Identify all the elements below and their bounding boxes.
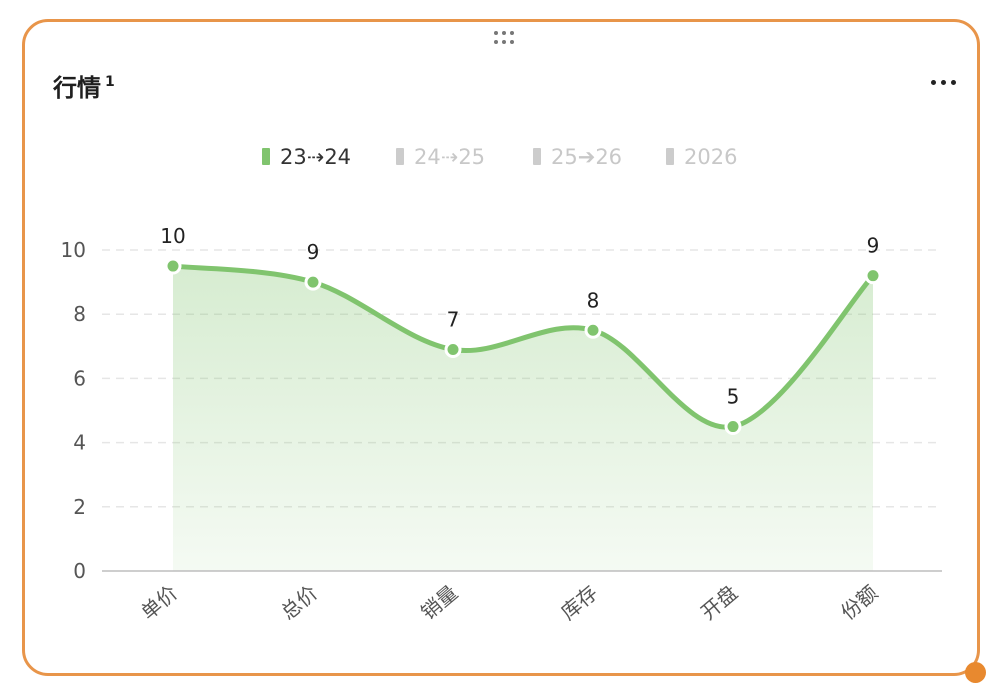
data-label: 8: [587, 288, 600, 312]
data-point[interactable]: [444, 341, 462, 359]
card-title: 行情 1: [53, 68, 115, 103]
y-tick-label: 8: [73, 302, 86, 326]
card-title-superscript: 1: [105, 74, 115, 90]
series-area: [173, 266, 873, 571]
legend-item[interactable]: 24⇢25: [396, 145, 485, 169]
data-label: 5: [727, 385, 740, 409]
data-point[interactable]: [164, 257, 182, 275]
x-tick-label: 单价: [136, 580, 182, 624]
legend-item[interactable]: 25➔26: [533, 145, 622, 169]
legend-label: 2026: [684, 145, 737, 169]
data-point[interactable]: [304, 273, 322, 291]
data-label: 7: [447, 308, 460, 332]
y-tick-label: 2: [73, 495, 86, 519]
x-tick-label: 库存: [556, 580, 602, 624]
drag-handle-icon[interactable]: [492, 31, 516, 45]
y-tick-label: 0: [73, 559, 86, 583]
x-tick-label: 开盘: [696, 580, 742, 624]
legend-swatch: [396, 148, 404, 165]
resize-handle[interactable]: [965, 662, 986, 683]
x-tick-label: 份额: [836, 580, 882, 624]
legend-item[interactable]: 23⇢24: [262, 145, 351, 169]
legend-item[interactable]: 2026: [666, 145, 737, 169]
legend-label: 23⇢24: [280, 145, 351, 169]
legend-swatch: [666, 148, 674, 165]
legend-swatch: [533, 148, 541, 165]
y-tick-label: 6: [73, 366, 86, 390]
card-title-text: 行情: [53, 74, 101, 102]
data-point[interactable]: [864, 267, 882, 285]
y-tick-label: 4: [73, 431, 86, 455]
x-tick-label: 销量: [416, 580, 462, 624]
data-point[interactable]: [724, 418, 742, 436]
data-label: 9: [867, 234, 880, 258]
data-label: 10: [160, 224, 185, 248]
data-point[interactable]: [584, 321, 602, 339]
legend-label: 24⇢25: [414, 145, 485, 169]
data-label: 9: [307, 240, 320, 264]
legend-label: 25➔26: [551, 145, 622, 169]
legend-swatch: [262, 148, 270, 165]
x-tick-label: 总价: [276, 580, 322, 624]
more-icon[interactable]: [925, 70, 961, 94]
y-tick-label: 10: [61, 238, 86, 262]
